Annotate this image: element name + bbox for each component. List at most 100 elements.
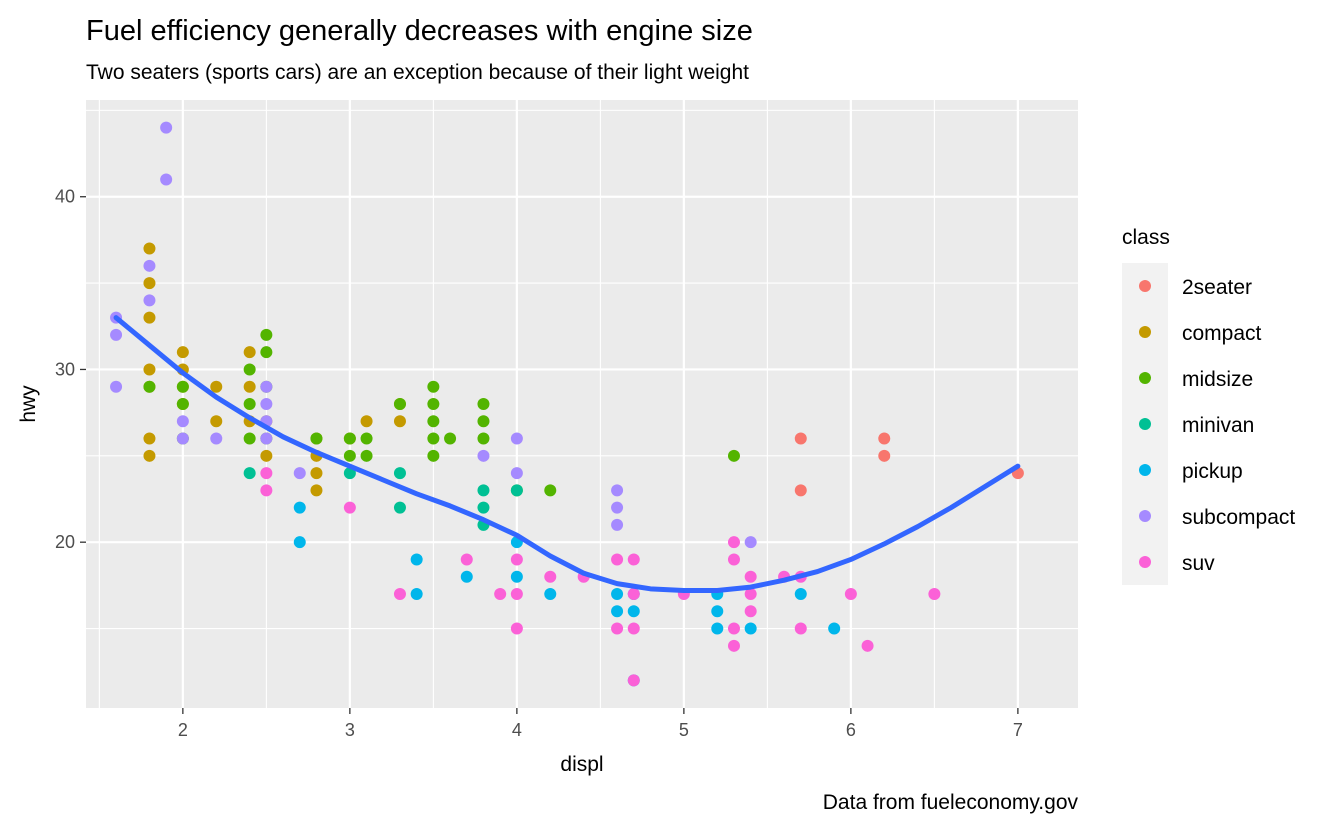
data-point-suv (744, 588, 757, 600)
data-point-midsize (427, 398, 440, 410)
plot-panel (86, 100, 1078, 708)
data-point-subcompact (611, 518, 624, 531)
data-point-pickup (410, 588, 423, 600)
data-point-midsize (243, 432, 256, 445)
data-point-2seater (878, 449, 891, 462)
data-point-midsize (427, 449, 440, 462)
data-point-midsize (727, 449, 740, 462)
data-point-midsize (544, 484, 557, 497)
data-point-suv (627, 553, 640, 566)
data-point-suv (928, 588, 941, 600)
data-point-pickup (410, 553, 423, 566)
data-point-suv (627, 674, 640, 687)
data-point-suv (510, 622, 523, 635)
data-point-minivan (243, 467, 256, 480)
points-layer (110, 121, 1024, 687)
data-point-suv (494, 588, 507, 600)
data-point-midsize (477, 415, 490, 428)
data-point-suv (460, 553, 473, 566)
legend-label-compact: compact (1182, 322, 1262, 345)
data-point-pickup (828, 622, 841, 635)
data-point-subcompact (160, 173, 173, 186)
data-point-compact (176, 346, 189, 359)
data-point-midsize (260, 328, 273, 341)
data-point-subcompact (260, 380, 273, 393)
data-point-suv (510, 588, 523, 600)
data-point-midsize (477, 432, 490, 445)
data-point-compact (310, 484, 323, 497)
data-point-subcompact (510, 432, 523, 445)
x-tick-label: 2 (178, 720, 188, 740)
axis-layer: 2 3 4 5 6 7 20 30 40 (55, 187, 1023, 740)
data-point-subcompact (611, 501, 624, 514)
legend-key-subcompact (1139, 510, 1151, 522)
legend-label-pickup: pickup (1182, 460, 1243, 483)
y-tick-label: 20 (55, 532, 75, 552)
legend-key-midsize (1139, 372, 1151, 384)
data-point-midsize (393, 398, 406, 410)
legend-label-suv: suv (1182, 552, 1215, 575)
data-point-compact (393, 415, 406, 428)
data-point-subcompact (477, 449, 490, 462)
legend-label-subcompact: subcompact (1182, 506, 1295, 529)
data-point-subcompact (744, 536, 757, 549)
x-tick-label: 4 (512, 720, 522, 740)
data-point-suv (744, 570, 757, 583)
legend-title: class (1122, 226, 1170, 249)
data-point-pickup (510, 570, 523, 583)
legend-key-pickup (1139, 464, 1151, 476)
data-point-midsize (243, 363, 256, 376)
y-tick-label: 30 (55, 359, 75, 379)
data-point-subcompact (510, 467, 523, 480)
data-point-pickup (744, 622, 757, 635)
legend-items: 2seater compact midsize minivan pickup subcom… (1139, 276, 1295, 575)
data-point-suv (727, 536, 740, 549)
data-point-midsize (176, 398, 189, 410)
data-point-minivan (393, 467, 406, 480)
data-point-minivan (510, 484, 523, 497)
data-point-midsize (260, 346, 273, 359)
x-tick-label: 6 (846, 720, 856, 740)
data-point-suv (627, 622, 640, 635)
data-point-pickup (544, 588, 557, 600)
data-point-subcompact (160, 121, 173, 134)
data-point-midsize (243, 398, 256, 410)
data-point-minivan (393, 501, 406, 514)
data-point-minivan (477, 484, 490, 497)
data-point-suv (727, 639, 740, 652)
data-point-pickup (627, 605, 640, 618)
legend-key-minivan (1139, 418, 1151, 430)
data-point-compact (143, 242, 156, 255)
legend-key-compact (1139, 326, 1151, 338)
data-point-midsize (427, 415, 440, 428)
data-point-2seater (794, 432, 807, 445)
legend-label-2seater: 2seater (1182, 276, 1252, 299)
data-point-suv (611, 553, 624, 566)
data-point-compact (210, 380, 223, 393)
chart-subtitle: Two seaters (sports cars) are an excepti… (86, 61, 749, 84)
data-point-pickup (711, 622, 724, 635)
data-point-suv (611, 622, 624, 635)
data-point-2seater (878, 432, 891, 445)
data-point-suv (844, 588, 857, 600)
data-point-suv (727, 553, 740, 566)
data-point-subcompact (143, 259, 156, 272)
data-point-midsize (343, 449, 356, 462)
legend: class 2seater compact midsize minivan pickup… (1122, 226, 1295, 585)
legend-label-minivan: minivan (1182, 414, 1254, 437)
legend-key-suv (1139, 556, 1151, 568)
data-point-pickup (460, 570, 473, 583)
data-point-subcompact (110, 328, 123, 341)
data-point-compact (143, 277, 156, 290)
data-point-2seater (794, 484, 807, 497)
data-point-compact (360, 415, 373, 428)
data-point-suv (510, 553, 523, 566)
data-point-midsize (310, 432, 323, 445)
data-point-compact (260, 449, 273, 462)
data-point-subcompact (210, 432, 223, 445)
data-point-pickup (293, 501, 306, 514)
x-axis-label: displ (560, 753, 603, 776)
data-point-subcompact (110, 380, 123, 393)
data-point-pickup (711, 605, 724, 618)
